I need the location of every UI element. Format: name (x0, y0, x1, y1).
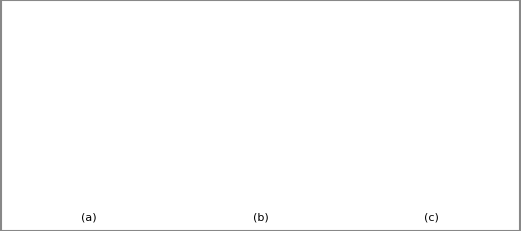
Text: (a): (a) (81, 213, 97, 222)
Text: (b): (b) (253, 213, 268, 222)
Text: (c): (c) (425, 213, 439, 222)
